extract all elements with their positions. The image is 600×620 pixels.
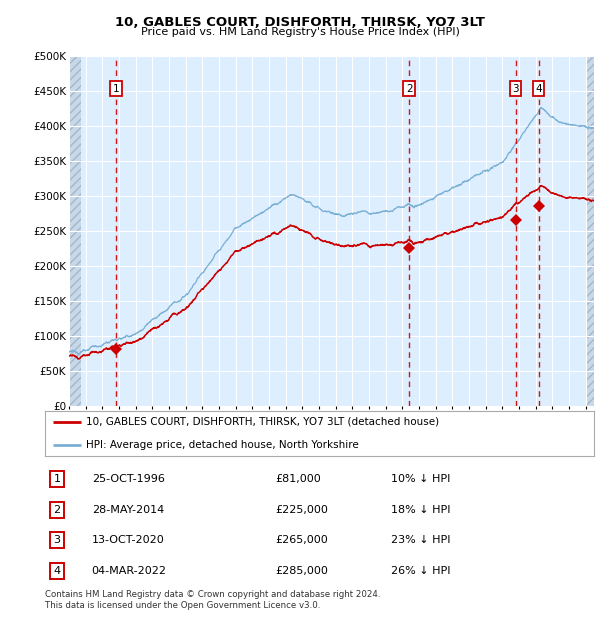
- Text: 13-OCT-2020: 13-OCT-2020: [92, 535, 164, 545]
- Text: 4: 4: [535, 84, 542, 94]
- Text: 10, GABLES COURT, DISHFORTH, THIRSK, YO7 3LT (detached house): 10, GABLES COURT, DISHFORTH, THIRSK, YO7…: [86, 417, 439, 427]
- Text: £81,000: £81,000: [275, 474, 322, 484]
- Text: Contains HM Land Registry data © Crown copyright and database right 2024.
This d: Contains HM Land Registry data © Crown c…: [45, 590, 380, 609]
- Bar: [69, 56, 80, 406]
- Text: 23% ↓ HPI: 23% ↓ HPI: [391, 535, 451, 545]
- Text: 1: 1: [53, 474, 61, 484]
- Text: £285,000: £285,000: [275, 565, 328, 575]
- Text: 4: 4: [53, 565, 61, 575]
- Text: 1: 1: [113, 84, 119, 94]
- Text: 25-OCT-1996: 25-OCT-1996: [92, 474, 164, 484]
- Text: 3: 3: [512, 84, 519, 94]
- Text: £265,000: £265,000: [275, 535, 328, 545]
- Text: 3: 3: [53, 535, 61, 545]
- Text: Price paid vs. HM Land Registry's House Price Index (HPI): Price paid vs. HM Land Registry's House …: [140, 27, 460, 37]
- Bar: [586, 56, 594, 406]
- Text: 26% ↓ HPI: 26% ↓ HPI: [391, 565, 451, 575]
- Text: 2: 2: [406, 84, 412, 94]
- Text: 04-MAR-2022: 04-MAR-2022: [92, 565, 167, 575]
- Text: 10, GABLES COURT, DISHFORTH, THIRSK, YO7 3LT: 10, GABLES COURT, DISHFORTH, THIRSK, YO7…: [115, 16, 485, 29]
- Text: 18% ↓ HPI: 18% ↓ HPI: [391, 505, 451, 515]
- Text: HPI: Average price, detached house, North Yorkshire: HPI: Average price, detached house, Nort…: [86, 440, 359, 450]
- Text: 10% ↓ HPI: 10% ↓ HPI: [391, 474, 450, 484]
- Text: 28-MAY-2014: 28-MAY-2014: [92, 505, 164, 515]
- Text: 2: 2: [53, 505, 61, 515]
- Text: £225,000: £225,000: [275, 505, 328, 515]
